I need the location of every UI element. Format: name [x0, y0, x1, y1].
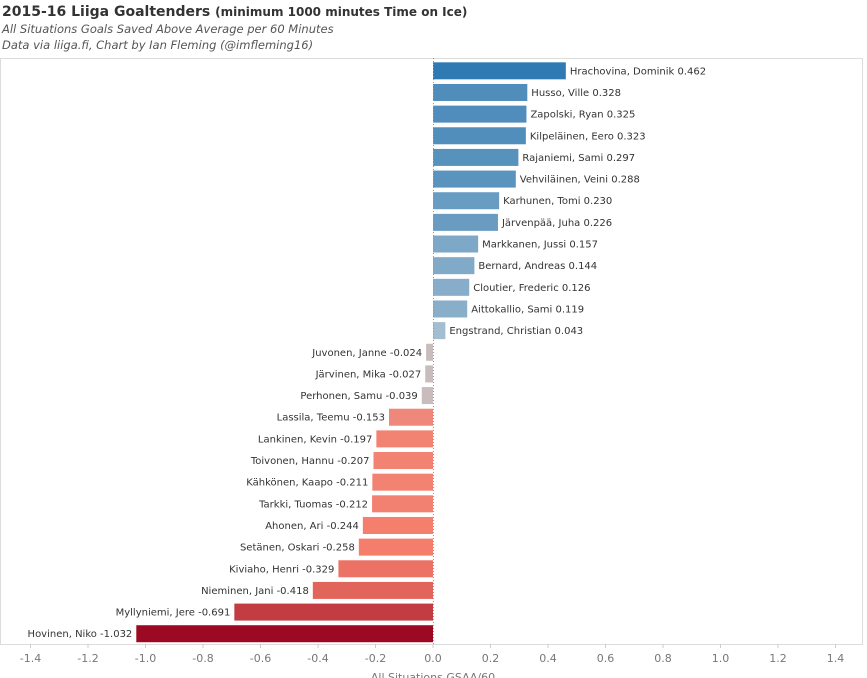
x-tick-label: 1.4 — [827, 652, 845, 665]
bar[interactable] — [372, 473, 433, 491]
chart-title-note: (minimum 1000 minutes Time on Ice) — [215, 5, 468, 19]
bar-label: Tarkki, Tuomas -0.212 — [258, 499, 368, 510]
x-tick-label: -0.8 — [192, 652, 213, 665]
bar-label: Perhonen, Samu -0.039 — [300, 391, 417, 402]
bar-label: Lankinen, Kevin -0.197 — [258, 434, 372, 445]
bar-label: Nieminen, Jani -0.418 — [201, 586, 309, 597]
bar[interactable] — [425, 365, 433, 383]
bar-label: Zapolski, Ryan 0.325 — [530, 110, 635, 121]
bar-label: Karhunen, Tomi 0.230 — [503, 196, 612, 207]
x-tick-label: 0.0 — [424, 652, 442, 665]
x-tick-label: 0.2 — [482, 652, 500, 665]
bar-label: Ahonen, Ari -0.244 — [265, 521, 359, 532]
bar-label: Husso, Ville 0.328 — [531, 88, 621, 99]
bar[interactable] — [421, 387, 433, 405]
x-tick-label: 0.4 — [539, 652, 557, 665]
x-tick-label: -0.2 — [365, 652, 386, 665]
x-tick-label: -0.6 — [250, 652, 271, 665]
chart-credit: Data via liiga.fi, Chart by Ian Fleming … — [2, 38, 314, 52]
bar[interactable] — [426, 343, 433, 361]
bar[interactable] — [433, 62, 566, 80]
x-tick-label: 0.6 — [597, 652, 615, 665]
bar[interactable] — [362, 516, 433, 534]
bar-label: Kiviaho, Henri -0.329 — [229, 564, 334, 575]
chart-title-main: 2015-16 Liiga Goaltenders — [2, 4, 211, 20]
x-tick-label: -1.0 — [135, 652, 156, 665]
bar-label: Engstrand, Christian 0.043 — [449, 326, 583, 337]
bar[interactable] — [433, 127, 526, 145]
bar[interactable] — [433, 83, 528, 101]
bar-label: Järvinen, Mika -0.027 — [315, 369, 422, 380]
bar[interactable] — [433, 278, 470, 296]
bar-label: Toivonen, Hannu -0.207 — [250, 456, 370, 467]
bar[interactable] — [433, 300, 468, 318]
bar-label: Rajaniemi, Sami 0.297 — [522, 153, 635, 164]
x-axis-title: All Situations GSAA/60 — [371, 671, 495, 678]
bar-label: Järvenpää, Juha 0.226 — [501, 218, 612, 229]
bar-label: Kilpeläinen, Eero 0.323 — [530, 131, 646, 142]
bar[interactable] — [234, 603, 433, 621]
bar-label: Juvonen, Janne -0.024 — [311, 348, 422, 359]
bar[interactable] — [433, 213, 498, 231]
bar[interactable] — [312, 581, 433, 599]
bar-label: Aittokallio, Sami 0.119 — [471, 304, 584, 315]
x-tick-label: -0.4 — [307, 652, 328, 665]
bar[interactable] — [338, 560, 433, 578]
x-tick-label: 0.8 — [654, 652, 672, 665]
bar[interactable] — [136, 625, 434, 643]
chart-subtitle: All Situations Goals Saved Above Average… — [2, 22, 334, 36]
x-tick-label: -1.4 — [20, 652, 41, 665]
bar[interactable] — [389, 408, 433, 426]
bar[interactable] — [433, 105, 527, 123]
chart-title: 2015-16 Liiga Goaltenders (minimum 1000 … — [2, 4, 467, 20]
bar[interactable] — [358, 538, 433, 556]
bar-label: Hovinen, Niko -1.032 — [28, 629, 133, 640]
bar-label: Vehviläinen, Veini 0.288 — [520, 175, 640, 186]
bar-label: Lassila, Teemu -0.153 — [277, 413, 385, 424]
bar-label: Setänen, Oskari -0.258 — [240, 543, 355, 554]
bar[interactable] — [433, 235, 479, 253]
bar[interactable] — [372, 495, 433, 513]
bar[interactable] — [373, 452, 433, 470]
bar[interactable] — [376, 430, 433, 448]
bar-label: Kähkönen, Kaapo -0.211 — [246, 478, 368, 489]
bar-label: Markkanen, Jussi 0.157 — [482, 240, 598, 251]
x-tick-label: 1.2 — [769, 652, 787, 665]
x-tick-label: 1.0 — [712, 652, 730, 665]
x-tick-label: -1.2 — [77, 652, 98, 665]
bar[interactable] — [433, 170, 516, 188]
bar[interactable] — [433, 192, 500, 210]
bar[interactable] — [433, 322, 446, 340]
plot-frame — [0, 58, 863, 645]
bar-label: Myllyniemi, Jere -0.691 — [116, 608, 231, 619]
bar[interactable] — [433, 148, 519, 166]
bar[interactable] — [433, 257, 475, 275]
bar-label: Bernard, Andreas 0.144 — [478, 261, 597, 272]
bar-label: Hrachovina, Dominik 0.462 — [570, 66, 706, 77]
bar-label: Cloutier, Frederic 0.126 — [473, 283, 590, 294]
